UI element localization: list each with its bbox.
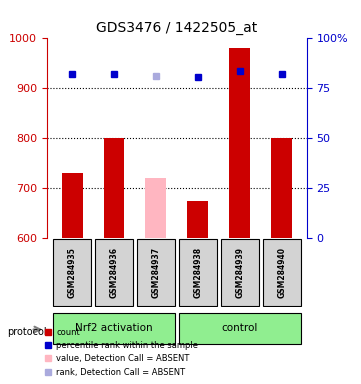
Text: GSM284940: GSM284940: [277, 247, 286, 298]
Text: GSM284936: GSM284936: [109, 247, 118, 298]
Legend: count, percentile rank within the sample, value, Detection Call = ABSENT, rank, : count, percentile rank within the sample…: [40, 324, 201, 380]
Text: GSM284935: GSM284935: [68, 247, 77, 298]
Bar: [229, 48, 250, 238]
Bar: [187, 200, 208, 238]
FancyBboxPatch shape: [53, 313, 175, 344]
Text: Nrf2 activation: Nrf2 activation: [75, 323, 153, 333]
Title: GDS3476 / 1422505_at: GDS3476 / 1422505_at: [96, 21, 257, 35]
FancyBboxPatch shape: [95, 240, 133, 306]
FancyBboxPatch shape: [137, 240, 175, 306]
Text: GSM284939: GSM284939: [235, 247, 244, 298]
FancyBboxPatch shape: [221, 240, 258, 306]
Bar: [104, 138, 125, 238]
Text: control: control: [222, 323, 258, 333]
Text: GSM284937: GSM284937: [151, 247, 160, 298]
Bar: [62, 173, 83, 238]
Text: GSM284938: GSM284938: [193, 247, 203, 298]
FancyBboxPatch shape: [53, 240, 91, 306]
Bar: [145, 178, 166, 238]
FancyBboxPatch shape: [179, 240, 217, 306]
FancyBboxPatch shape: [179, 313, 301, 344]
Text: protocol: protocol: [7, 327, 47, 337]
Bar: [271, 138, 292, 238]
FancyBboxPatch shape: [263, 240, 301, 306]
